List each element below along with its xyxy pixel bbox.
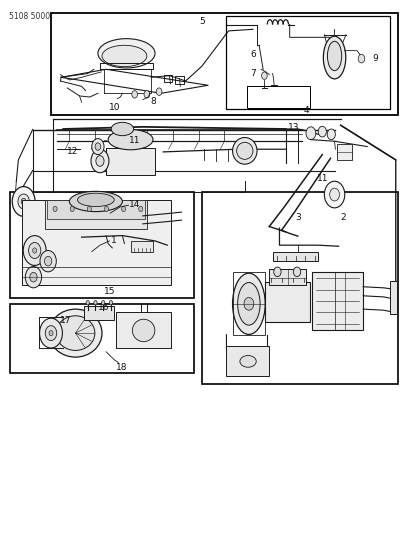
Circle shape (109, 301, 113, 305)
Text: 5: 5 (199, 17, 205, 26)
Circle shape (40, 318, 62, 348)
Bar (226, 346, 269, 376)
Bar (84, 306, 114, 320)
Circle shape (132, 91, 137, 98)
Bar (175, 76, 184, 84)
Text: 1: 1 (111, 237, 117, 245)
Circle shape (45, 326, 57, 341)
Bar (10, 304, 194, 373)
Text: 16: 16 (98, 303, 110, 311)
Circle shape (29, 243, 41, 259)
Circle shape (156, 88, 162, 95)
Ellipse shape (237, 142, 253, 159)
Circle shape (87, 206, 91, 212)
Circle shape (318, 126, 326, 137)
Ellipse shape (323, 36, 346, 79)
Circle shape (262, 72, 267, 79)
Circle shape (53, 206, 57, 212)
Text: 2: 2 (340, 213, 346, 222)
Circle shape (49, 330, 53, 336)
Text: 6: 6 (250, 51, 256, 59)
Bar (269, 269, 306, 285)
Circle shape (102, 301, 105, 305)
Bar (273, 252, 318, 261)
Ellipse shape (111, 122, 134, 136)
Ellipse shape (108, 130, 153, 150)
Circle shape (139, 206, 143, 212)
Bar (47, 200, 145, 219)
Ellipse shape (233, 273, 265, 335)
Ellipse shape (98, 38, 155, 68)
Ellipse shape (69, 191, 122, 212)
Bar (233, 272, 265, 335)
Bar (202, 192, 398, 384)
Circle shape (33, 248, 37, 253)
Circle shape (21, 198, 26, 205)
Circle shape (293, 267, 301, 277)
Ellipse shape (78, 193, 114, 207)
Circle shape (324, 181, 345, 208)
Ellipse shape (132, 319, 155, 342)
Ellipse shape (237, 282, 260, 325)
Circle shape (96, 156, 104, 166)
Text: 15: 15 (104, 287, 115, 296)
Circle shape (30, 272, 37, 282)
Bar (22, 200, 171, 285)
Circle shape (70, 206, 74, 212)
Ellipse shape (240, 356, 256, 367)
Text: 18: 18 (116, 363, 127, 372)
Text: 11: 11 (129, 136, 140, 144)
Circle shape (104, 206, 109, 212)
Circle shape (144, 91, 150, 98)
Bar (45, 200, 147, 229)
Circle shape (244, 297, 254, 310)
Circle shape (18, 194, 29, 209)
Text: 17: 17 (60, 317, 72, 325)
Text: 3: 3 (295, 213, 301, 222)
Bar (51, 13, 398, 115)
Circle shape (330, 188, 339, 201)
Text: 8: 8 (150, 97, 156, 106)
Text: 5108 5000: 5108 5000 (9, 12, 50, 21)
Circle shape (23, 236, 46, 265)
Bar (247, 86, 310, 108)
Circle shape (25, 266, 42, 288)
Circle shape (94, 301, 97, 305)
Text: 10: 10 (109, 103, 120, 112)
Text: 12: 12 (67, 148, 78, 156)
Circle shape (327, 129, 335, 140)
Ellipse shape (49, 309, 102, 357)
Text: 11: 11 (317, 174, 328, 183)
Text: 14: 14 (129, 200, 140, 209)
Bar (312, 272, 363, 330)
Text: 13: 13 (288, 124, 299, 132)
Text: 7: 7 (250, 69, 256, 78)
Circle shape (44, 256, 52, 266)
Ellipse shape (102, 45, 147, 67)
Text: 4: 4 (303, 106, 309, 115)
Circle shape (91, 149, 109, 173)
Bar (337, 144, 352, 160)
Circle shape (95, 143, 101, 150)
Bar (164, 75, 172, 82)
Ellipse shape (233, 138, 257, 164)
Bar (265, 282, 310, 322)
Circle shape (122, 206, 126, 212)
Bar (10, 192, 194, 298)
Circle shape (92, 139, 104, 155)
Bar (131, 241, 153, 252)
Ellipse shape (327, 41, 342, 70)
Circle shape (306, 127, 316, 140)
Ellipse shape (56, 316, 95, 351)
Circle shape (40, 251, 56, 272)
Bar (116, 312, 171, 348)
Circle shape (274, 267, 281, 277)
Bar (390, 281, 397, 314)
Circle shape (358, 54, 365, 63)
Bar (106, 148, 155, 175)
Circle shape (12, 187, 35, 216)
Bar (226, 16, 390, 109)
Circle shape (86, 301, 89, 305)
Text: 9: 9 (373, 54, 378, 63)
